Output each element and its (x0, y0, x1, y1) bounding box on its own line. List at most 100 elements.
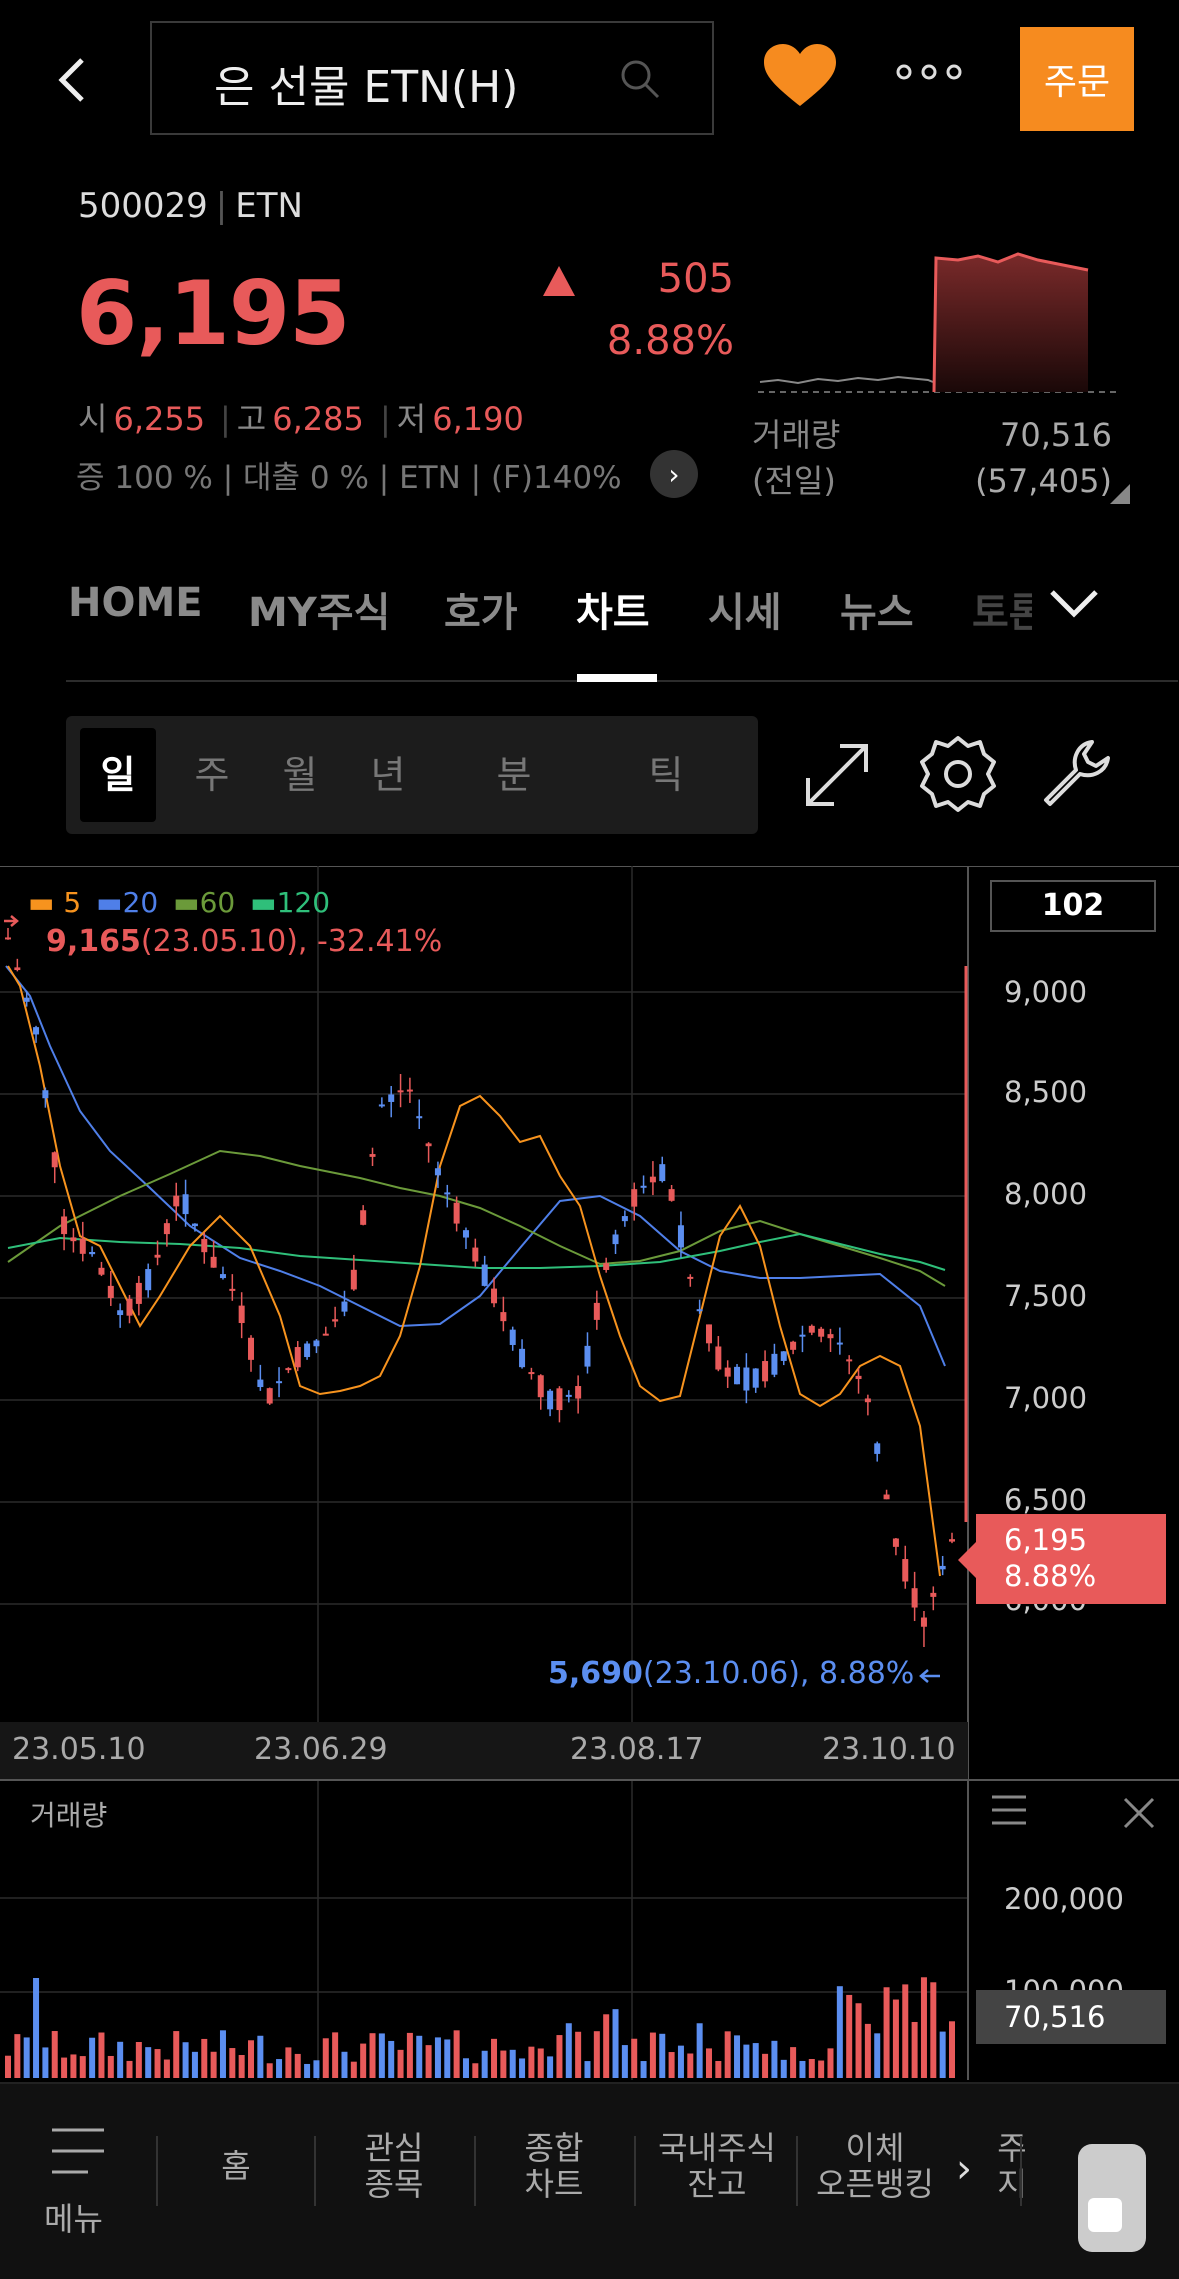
info-expand-button[interactable]: › (650, 450, 698, 498)
volume-bar (369, 2033, 376, 2078)
candle-body (33, 1027, 40, 1035)
volume-bar (378, 2033, 385, 2078)
candle-body (107, 1285, 114, 1299)
candle-body (5, 937, 11, 940)
corner-triangle-icon (1110, 484, 1130, 504)
candle-body (846, 1359, 853, 1362)
volume-bar (61, 2057, 68, 2078)
tab-news[interactable]: 뉴스 (840, 590, 914, 636)
current-price-tag-value: 6,195 (1004, 1523, 1088, 1557)
y-tick: 7,000 (1004, 1381, 1088, 1415)
candle-body (425, 1143, 432, 1147)
volume-bar (416, 2035, 423, 2078)
candle-body (734, 1366, 741, 1385)
candle-body (556, 1388, 563, 1411)
nav-watchlist[interactable]: 관심 종목 (364, 2129, 424, 2203)
order-button[interactable]: 주문 (1020, 27, 1134, 131)
tab-price[interactable]: 시세 (708, 590, 782, 636)
candle-body (939, 1565, 946, 1570)
close-icon[interactable] (1122, 1796, 1156, 1834)
candle-body (649, 1176, 656, 1183)
tab-chart[interactable]: 차트 (576, 590, 650, 636)
volume-bar (276, 2059, 283, 2078)
volume-prev-value: (57,405) (975, 462, 1112, 500)
tab-my-stock[interactable]: MY주식 (248, 590, 391, 636)
candle-body (864, 1398, 871, 1403)
more-dots-icon[interactable] (894, 62, 964, 86)
volume-bar (827, 2048, 834, 2078)
nav-transfer[interactable]: 이체 오픈뱅킹 (816, 2129, 934, 2203)
tab-discussion[interactable]: 토론 (972, 590, 1032, 636)
margin-info: 증 100 % | 대출 0 % | ETN | (F)140% (76, 460, 622, 496)
volume-bar (23, 2037, 30, 2078)
heart-icon[interactable] (762, 42, 838, 112)
x-tick: 23.08.17 (570, 1732, 704, 1767)
chevron-down-icon[interactable] (1044, 578, 1104, 632)
expand-icon[interactable] (800, 738, 874, 816)
period-tick[interactable]: 틱 (648, 753, 684, 797)
nav-more-item[interactable]: 주 지 (997, 2130, 1027, 2202)
volume-bar (107, 2055, 114, 2078)
candle-body (285, 1368, 292, 1371)
volume-bar (332, 2032, 339, 2078)
current-price-tag: 6,195 8.88% (958, 1514, 1166, 1604)
period-day[interactable]: 일 (80, 728, 156, 822)
volume-y-tick: 100,000 (1004, 1974, 1124, 1994)
x-tick: 23.05.10 (12, 1732, 146, 1767)
volume-bar (462, 2058, 469, 2078)
period-minute[interactable]: 분 (496, 753, 532, 797)
volume-bar (388, 2040, 395, 2078)
candle-body (70, 1237, 77, 1242)
candlesticks (5, 927, 955, 1647)
candle-body (219, 1274, 226, 1279)
volume-bar (42, 2047, 49, 2078)
candle-body (621, 1216, 628, 1222)
chevron-right-icon[interactable]: › (956, 2146, 972, 2192)
wrench-icon[interactable] (1038, 736, 1114, 816)
volume-bar (163, 2059, 170, 2078)
candle-body (892, 1538, 899, 1547)
volume-panel-title: 거래량 (30, 1799, 108, 1832)
gear-icon[interactable] (918, 734, 998, 818)
tab-orderbook[interactable]: 호가 (444, 590, 518, 636)
type-value: ETN (235, 186, 303, 226)
volume-bar (313, 2060, 320, 2078)
nav-composite-chart[interactable]: 종합 차트 (524, 2129, 584, 2203)
nav-domestic-balance[interactable]: 국내주식 잔고 (658, 2129, 776, 2203)
candle-body (603, 1263, 610, 1270)
volume-prev-label: (전일) (752, 462, 836, 500)
x-tick: 23.10.10 (822, 1732, 956, 1767)
candle-body (117, 1310, 124, 1316)
period-month[interactable]: 월 (282, 753, 318, 797)
volume-bars (5, 1977, 955, 2078)
volume-bar (743, 2044, 750, 2078)
tab-home[interactable]: HOME (68, 580, 203, 626)
visible-count-box[interactable]: 102 (990, 880, 1156, 932)
nav-home[interactable]: 홈 (221, 2147, 251, 2185)
period-week[interactable]: 주 (194, 753, 230, 797)
candle-body (210, 1256, 217, 1268)
candle-body (547, 1390, 554, 1410)
search-icon[interactable] (618, 57, 662, 105)
candle-body (341, 1301, 348, 1312)
volume-bar (668, 2052, 675, 2078)
candle-body (696, 1309, 703, 1312)
hamburger-icon[interactable] (990, 1793, 1028, 1831)
candle-body (528, 1372, 535, 1375)
nav-scroll-handle[interactable] (1078, 2144, 1146, 2252)
open-label: 시 (78, 400, 108, 438)
price-chart[interactable] (0, 866, 1179, 2080)
candle-body (51, 1152, 58, 1168)
volume-bar (537, 2048, 544, 2078)
candle-body (883, 1494, 890, 1500)
volume-bar (584, 2061, 591, 2078)
menu-label[interactable]: 메뉴 (44, 2200, 103, 2238)
candle-body (191, 1223, 198, 1227)
volume-bar (257, 2035, 264, 2078)
period-year[interactable]: 년 (370, 753, 406, 797)
back-button[interactable] (52, 40, 112, 120)
stock-search-box[interactable]: 은 선물 ETN(H) (150, 21, 714, 135)
menu-icon[interactable] (48, 2124, 108, 2182)
candle-body (173, 1195, 180, 1207)
candle-body (519, 1348, 526, 1368)
